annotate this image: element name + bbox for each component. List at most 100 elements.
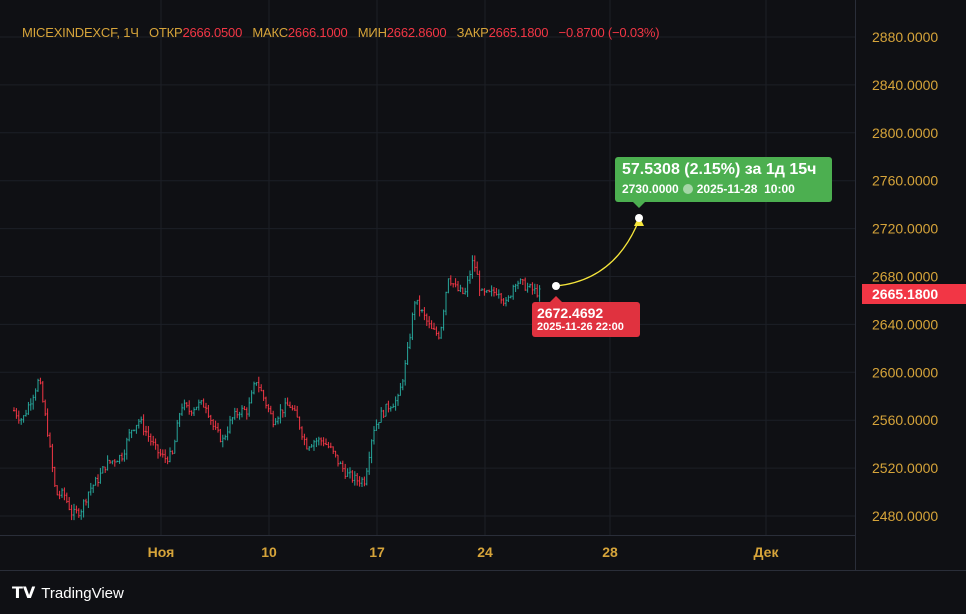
green-label-pointer xyxy=(633,202,645,208)
ohlc-bar xyxy=(289,401,291,408)
ohlc-bar xyxy=(440,326,443,339)
ohlc-bar xyxy=(205,402,207,414)
source-price: 2672.4692 xyxy=(537,305,604,321)
ohlc-bar xyxy=(185,402,188,408)
ohlc-bar xyxy=(202,398,205,408)
x-tick-label: 28 xyxy=(602,544,618,560)
x-tick-label: 10 xyxy=(261,544,277,560)
ohlc-bar xyxy=(231,417,234,425)
y-tick-label: 2800.0000 xyxy=(872,125,938,141)
ohlc-bar xyxy=(286,397,289,406)
ohlc-bar xyxy=(423,307,426,321)
ohlc-bar xyxy=(332,446,335,454)
ohlc-bar xyxy=(303,433,306,446)
ohlc-bar xyxy=(425,313,428,326)
ohlc-bar xyxy=(337,454,339,467)
tradingview-logo[interactable]: 𝗧𝗩 TradingView xyxy=(12,583,124,603)
ohlc-bar xyxy=(329,442,332,449)
ohlc-bar xyxy=(277,416,279,425)
ohlc-bar xyxy=(413,301,416,321)
ohlc-bar xyxy=(385,403,387,417)
ohlc-bar xyxy=(89,482,92,496)
ohlc-bar xyxy=(320,437,323,446)
ohlc-bar xyxy=(22,415,25,423)
ohlc-bar xyxy=(293,405,296,412)
ohlc-bar xyxy=(485,289,488,293)
ohlc-bar xyxy=(346,468,349,477)
forecast-source-label[interactable]: 2672.4692 2025-11-26 22:00 xyxy=(532,302,640,337)
ohlc-bar xyxy=(25,409,27,417)
ohlc-bar xyxy=(106,455,109,471)
low-value: 2662.8600 xyxy=(386,25,447,40)
forecast-arrow-line[interactable] xyxy=(555,219,640,287)
ohlc-bar xyxy=(317,436,320,446)
ohlc-bar xyxy=(58,490,61,500)
logo-text: TradingView xyxy=(41,584,124,602)
ohlc-bar xyxy=(466,276,469,297)
y-tick-label: 2880.0000 xyxy=(872,29,938,45)
y-tick-label: 2760.0000 xyxy=(872,173,938,189)
ohlc-bar xyxy=(305,437,308,450)
ohlc-bar xyxy=(219,428,222,443)
ohlc-bar xyxy=(301,426,303,440)
y-tick-label: 2720.0000 xyxy=(872,221,938,237)
change-value: −0.8700 (−0.03%) xyxy=(558,25,660,40)
ohlc-bar xyxy=(27,401,30,415)
ohlc-bar xyxy=(473,255,476,272)
ohlc-bar xyxy=(442,309,445,331)
y-tick-label: 2680.0000 xyxy=(872,269,938,285)
ohlc-bar xyxy=(135,424,138,434)
ohlc-bar xyxy=(363,476,366,487)
ohlc-bar xyxy=(61,488,63,498)
ohlc-bar xyxy=(181,403,183,416)
ohlc-bar xyxy=(471,255,474,279)
ohlc-bar xyxy=(15,408,18,419)
last-price-tag: 2665.1800 xyxy=(862,284,966,304)
open-value: 2666.0500 xyxy=(182,25,243,40)
ohlc-bar xyxy=(236,408,239,419)
x-tick-label: Дек xyxy=(754,544,780,560)
ohlc-bar xyxy=(531,282,534,295)
y-tick-label: 2520.0000 xyxy=(872,460,938,476)
ohlc-bar xyxy=(310,444,313,448)
ohlc-bar xyxy=(229,415,231,434)
ohlc-bar xyxy=(99,467,102,484)
ohlc-bar xyxy=(406,341,409,365)
ohlc-bar xyxy=(49,432,51,448)
forecast-target-label[interactable]: 57.5308 (2.15%) за 1д 15ч 2730.0000 2025… xyxy=(615,157,832,202)
ohlc-bar xyxy=(243,405,246,411)
ohlc-bar xyxy=(137,419,140,429)
start-point-handle[interactable] xyxy=(552,282,560,290)
ohlc-bar xyxy=(437,331,440,340)
ohlc-bar xyxy=(145,425,147,436)
ohlc-bar xyxy=(382,409,385,419)
ohlc-bar xyxy=(217,422,219,433)
ohlc-bar xyxy=(248,397,251,417)
ohlc-bar xyxy=(521,279,524,286)
end-point-handle[interactable] xyxy=(635,214,643,222)
y-tick-label: 2480.0000 xyxy=(872,508,938,524)
ohlc-bar xyxy=(416,299,419,305)
ohlc-bar xyxy=(161,449,164,458)
ohlc-bar xyxy=(533,283,536,295)
ohlc-bar xyxy=(397,393,399,406)
ohlc-bar xyxy=(173,439,176,454)
ohlc-bar xyxy=(488,289,491,293)
ohlc-bar xyxy=(29,398,32,411)
y-tick-label: 2840.0000 xyxy=(872,77,938,93)
ohlc-bar xyxy=(536,284,539,298)
ohlc-bar xyxy=(149,433,152,446)
ohlc-bar xyxy=(159,448,162,457)
ohlc-bar xyxy=(85,498,87,506)
ohlc-bar xyxy=(267,404,270,413)
ohlc-bar xyxy=(373,426,375,445)
ohlc-bar xyxy=(447,278,450,294)
ohlc-bar xyxy=(509,295,512,299)
ohlc-bar xyxy=(351,470,354,483)
ohlc-bar xyxy=(313,439,315,451)
ohlc-bar xyxy=(46,408,49,437)
ohlc-bar xyxy=(327,441,330,449)
ohlc-bar xyxy=(519,278,522,285)
ohlc-bar xyxy=(274,418,277,426)
